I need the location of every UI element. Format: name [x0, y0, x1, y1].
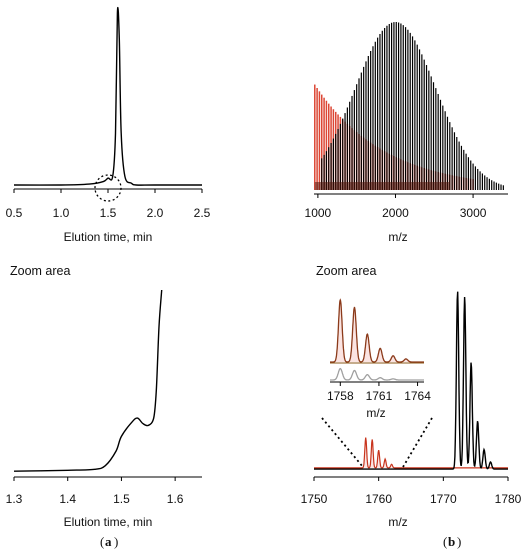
mass-spectrum-zoom-tick-label: 1750 — [301, 492, 328, 506]
mass-spectrum-tick-label: 2000 — [382, 206, 409, 220]
chromatogram-tick-label: 2.0 — [147, 206, 164, 220]
inset-connector-right — [402, 417, 433, 468]
chromatogram-zoom-x-label: Elution time, min — [64, 515, 153, 529]
panel-a-label: a — [105, 534, 112, 549]
chromatogram-tick-label: 1.0 — [53, 206, 70, 220]
inset-tick-label: 1764 — [404, 389, 431, 403]
chromatogram-ticks: 0.5 1.0 1.5 2.0 2.5 — [6, 189, 211, 220]
mass-spectrum-tick-label: 3000 — [460, 206, 487, 220]
chromatogram-panel: 0.5 1.0 1.5 2.0 2.5 Elution time, min — [6, 6, 211, 244]
mass-spectrum-bars — [314, 22, 504, 190]
chromatogram-x-label: Elution time, min — [64, 230, 153, 244]
mass-spectrum-ticks: 1000 2000 3000 — [305, 194, 487, 220]
panel-b-close-paren: ) — [457, 534, 461, 549]
baseline-band — [314, 182, 450, 190]
chromatogram-zoom-tick-label: 1.5 — [113, 492, 130, 506]
zoom-region-marker — [94, 174, 122, 202]
chromatogram-zoom-trace — [13, 289, 163, 472]
panel-b-open-paren: ( — [443, 534, 447, 549]
mass-spectrum-x-label: m/z — [388, 230, 407, 244]
mass-spectrum-zoom-tick-label: 1760 — [365, 492, 392, 506]
chromatogram-zoom-tick-label: 1.4 — [59, 492, 76, 506]
mass-spectrum-zoom-tick-label: 1770 — [430, 492, 457, 506]
mass-spectrum-zoom-black-series — [314, 291, 508, 470]
inset-ticks: 1758 1761 1764 — [327, 382, 431, 403]
inset-gray-series — [330, 367, 424, 381]
mass-spectrum-zoom-tick-label: 1780 — [495, 492, 522, 506]
inset-connector-left — [321, 417, 364, 468]
chromatogram-trace — [13, 6, 202, 186]
mass-spectrum-zoom-x-label: m/z — [388, 515, 407, 529]
mass-spectrum-zoom-label: Zoom area — [316, 264, 376, 278]
panel-a-close-paren: ) — [114, 534, 118, 549]
mass-spectrum-panel: 1000 2000 3000 m/z — [305, 22, 508, 244]
chromatogram-zoom-label: Zoom area — [10, 264, 70, 278]
chromatogram-tick-label: 1.5 — [100, 206, 117, 220]
chromatogram-zoom-tick-label: 1.3 — [6, 492, 23, 506]
mass-spectrum-zoom-ticks: 1750 1760 1770 1780 — [301, 477, 522, 506]
inset-tick-label: 1758 — [327, 389, 354, 403]
inset-plot: 1758 1761 1764 m/z — [327, 298, 431, 420]
mass-spectrum-tick-label: 1000 — [305, 206, 332, 220]
inset-x-label: m/z — [366, 406, 385, 420]
inset-red-series — [330, 298, 424, 363]
chromatogram-zoom-panel: Zoom area 1.3 1.4 1.5 1.6 Elution time, min — [6, 264, 202, 529]
chromatogram-zoom-ticks: 1.3 1.4 1.5 1.6 — [6, 477, 184, 506]
panel-b-label: b — [448, 534, 455, 549]
chromatogram-zoom-tick-label: 1.6 — [167, 492, 184, 506]
mass-spectrum-zoom-red-series — [314, 437, 508, 469]
chromatogram-tick-label: 2.5 — [194, 206, 211, 220]
chromatogram-tick-label: 0.5 — [6, 206, 23, 220]
mass-spectrum-zoom-panel: Zoom area 1750 1760 1770 1780 1758 1761 1764 … — [301, 264, 522, 529]
panel-a-open-paren: ( — [100, 534, 104, 549]
inset-tick-label: 1761 — [366, 389, 393, 403]
